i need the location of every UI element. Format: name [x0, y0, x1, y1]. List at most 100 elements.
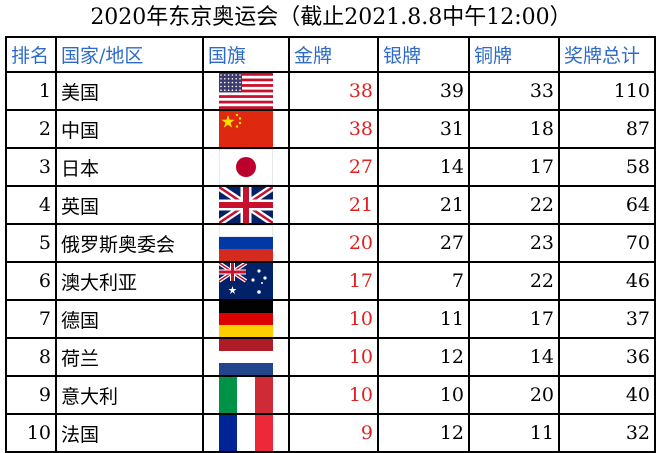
- gold-cell: 21: [288, 185, 379, 225]
- page-title: 2020年东京奥运会（截止2021.8.8中午12:00）: [90, 5, 572, 30]
- header-row: 排名 国家/地区 国旗 金牌 银牌 铜牌 奖牌总计: [5, 36, 656, 73]
- country-cell: 日本: [55, 147, 204, 187]
- rank-cell: 6: [5, 261, 57, 301]
- flag-cell: [202, 413, 290, 453]
- table-row: 7 德国 10 11 17 37: [5, 299, 656, 339]
- flag-cell: [202, 71, 290, 111]
- total-cell: 64: [558, 185, 656, 225]
- silver-cell: 31: [377, 109, 470, 149]
- gold-cell: 20: [288, 223, 379, 263]
- germany-flag-icon: [219, 302, 273, 336]
- table-row: 9 意大利 10 10 20 40: [5, 375, 656, 415]
- usa-flag-icon: [219, 74, 273, 108]
- netherlands-flag-icon: [219, 340, 273, 374]
- rank-cell: 2: [5, 109, 57, 149]
- gold-cell: 10: [288, 337, 379, 377]
- flag-cell: [202, 147, 290, 187]
- bronze-cell: 17: [468, 299, 560, 339]
- flag-cell: [202, 223, 290, 263]
- header-bronze: 铜牌: [468, 36, 560, 73]
- rank-cell: 9: [5, 375, 57, 415]
- flag-cell: [202, 261, 290, 301]
- silver-cell: 12: [377, 413, 470, 453]
- bronze-cell: 33: [468, 71, 560, 111]
- header-silver: 银牌: [377, 36, 470, 73]
- gold-cell: 38: [288, 71, 379, 111]
- country-cell: 意大利: [55, 375, 204, 415]
- gold-cell: 10: [288, 299, 379, 339]
- gold-cell: 17: [288, 261, 379, 301]
- total-cell: 58: [558, 147, 656, 187]
- table-row: 10 法国 9 12 11 32: [5, 413, 656, 453]
- rank-cell: 8: [5, 337, 57, 377]
- silver-cell: 12: [377, 337, 470, 377]
- table-row: 5 俄罗斯奥委会 20 27 23 70: [5, 223, 656, 263]
- france-flag-icon: [219, 416, 273, 450]
- silver-cell: 11: [377, 299, 470, 339]
- gold-cell: 27: [288, 147, 379, 187]
- country-cell: 英国: [55, 185, 204, 225]
- silver-cell: 27: [377, 223, 470, 263]
- silver-cell: 10: [377, 375, 470, 415]
- total-cell: 87: [558, 109, 656, 149]
- bronze-cell: 17: [468, 147, 560, 187]
- bronze-cell: 22: [468, 261, 560, 301]
- country-cell: 俄罗斯奥委会: [55, 223, 204, 263]
- bronze-cell: 23: [468, 223, 560, 263]
- italy-flag-icon: [219, 378, 273, 412]
- rank-cell: 7: [5, 299, 57, 339]
- total-cell: 40: [558, 375, 656, 415]
- header-gold: 金牌: [288, 36, 379, 73]
- bronze-cell: 11: [468, 413, 560, 453]
- china-flag-icon: [219, 112, 273, 146]
- table-row: 1 美国 38 39 33 110: [5, 71, 656, 111]
- silver-cell: 7: [377, 261, 470, 301]
- silver-cell: 21: [377, 185, 470, 225]
- gold-cell: 9: [288, 413, 379, 453]
- total-cell: 70: [558, 223, 656, 263]
- gold-cell: 38: [288, 109, 379, 149]
- header-flag: 国旗: [202, 36, 290, 73]
- country-cell: 澳大利亚: [55, 261, 204, 301]
- flag-cell: [202, 185, 290, 225]
- table-row: 3 日本 27 14 17 58: [5, 147, 656, 187]
- silver-cell: 39: [377, 71, 470, 111]
- header-total: 奖牌总计: [558, 36, 656, 73]
- country-cell: 中国: [55, 109, 204, 149]
- country-cell: 美国: [55, 71, 204, 111]
- table-row: 6 澳大利亚 17 7 22 46: [5, 261, 656, 301]
- flag-cell: [202, 337, 290, 377]
- flag-cell: [202, 109, 290, 149]
- flag-cell: [202, 299, 290, 339]
- country-cell: 荷兰: [55, 337, 204, 377]
- australia-flag-icon: [219, 264, 273, 298]
- rank-cell: 4: [5, 185, 57, 225]
- rank-cell: 5: [5, 223, 57, 263]
- bronze-cell: 20: [468, 375, 560, 415]
- rank-cell: 10: [5, 413, 57, 453]
- total-cell: 32: [558, 413, 656, 453]
- table-row: 2 中国 38 31 18 87: [5, 109, 656, 149]
- total-cell: 36: [558, 337, 656, 377]
- table-row: 8 荷兰 10 12 14 36: [5, 337, 656, 377]
- russia-flag-icon: [219, 226, 273, 260]
- bronze-cell: 18: [468, 109, 560, 149]
- country-cell: 德国: [55, 299, 204, 339]
- rank-cell: 3: [5, 147, 57, 187]
- table-row: 4 英国 21 21 22 64: [5, 185, 656, 225]
- header-rank: 排名: [5, 36, 57, 73]
- gold-cell: 10: [288, 375, 379, 415]
- rank-cell: 1: [5, 71, 57, 111]
- total-cell: 46: [558, 261, 656, 301]
- bronze-cell: 22: [468, 185, 560, 225]
- country-cell: 法国: [55, 413, 204, 453]
- total-cell: 110: [558, 71, 656, 111]
- flag-cell: [202, 375, 290, 415]
- medal-table: 排名 国家/地区 国旗 金牌 银牌 铜牌 奖牌总计 1 美国 38 39 33 110 2 中…: [5, 36, 656, 453]
- uk-flag-icon: [219, 188, 273, 222]
- japan-flag-icon: [219, 150, 273, 184]
- header-country: 国家/地区: [55, 36, 204, 73]
- silver-cell: 14: [377, 147, 470, 187]
- total-cell: 37: [558, 299, 656, 339]
